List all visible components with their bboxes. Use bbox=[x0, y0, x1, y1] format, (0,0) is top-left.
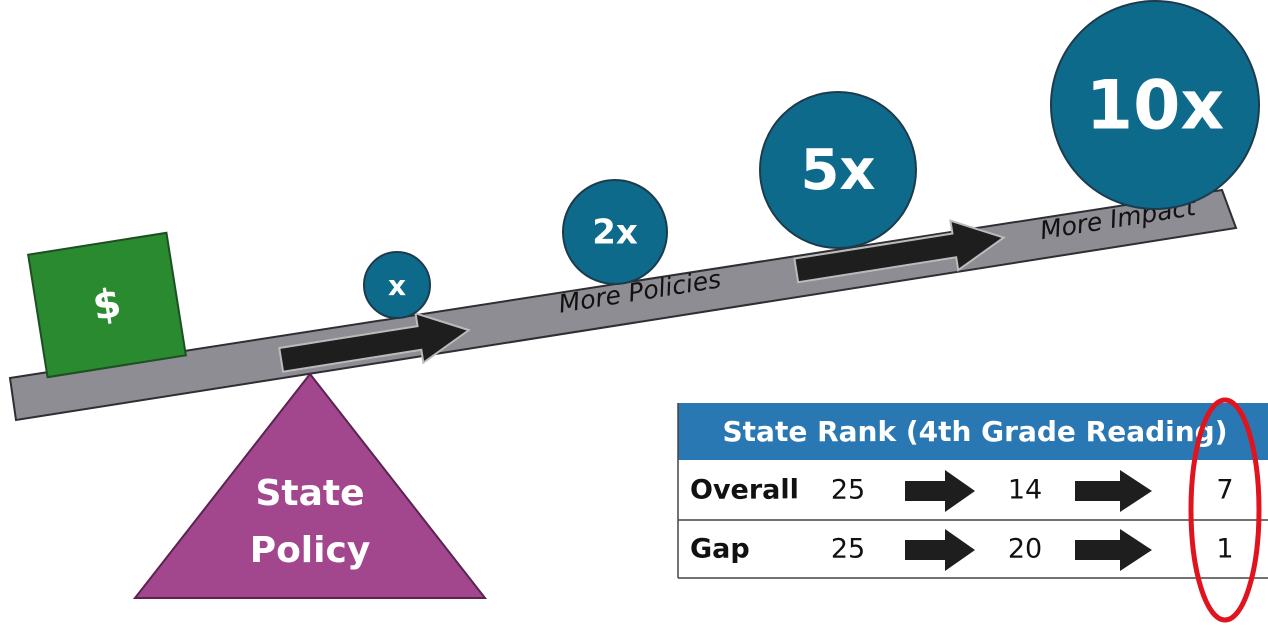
page: $ More Policies More Impact x 2x 5x 10x … bbox=[0, 0, 1268, 625]
table-arrow bbox=[1075, 470, 1152, 512]
row-label: Overall bbox=[690, 475, 799, 506]
fulcrum-label: State bbox=[255, 473, 364, 514]
cell: 14 bbox=[1008, 475, 1042, 506]
table-arrow bbox=[905, 470, 975, 512]
cell: 7 bbox=[1216, 475, 1233, 506]
weight-box: $ bbox=[28, 233, 186, 377]
table-arrow bbox=[905, 529, 975, 571]
circle-label: x bbox=[388, 269, 406, 302]
fulcrum-label: Policy bbox=[250, 530, 371, 571]
cell: 20 bbox=[1008, 534, 1042, 565]
cell: 25 bbox=[831, 475, 865, 506]
row-label: Gap bbox=[690, 534, 750, 565]
circle-label: 5x bbox=[800, 138, 875, 203]
circle-label: 2x bbox=[592, 213, 638, 253]
cell: 1 bbox=[1216, 534, 1233, 565]
table-title: State Rank (4th Grade Reading) bbox=[723, 415, 1228, 448]
diagram: $ More Policies More Impact x 2x 5x 10x … bbox=[0, 0, 1268, 625]
circle-label: 10x bbox=[1086, 67, 1225, 146]
cell: 25 bbox=[831, 534, 865, 565]
table-arrow bbox=[1075, 529, 1152, 571]
